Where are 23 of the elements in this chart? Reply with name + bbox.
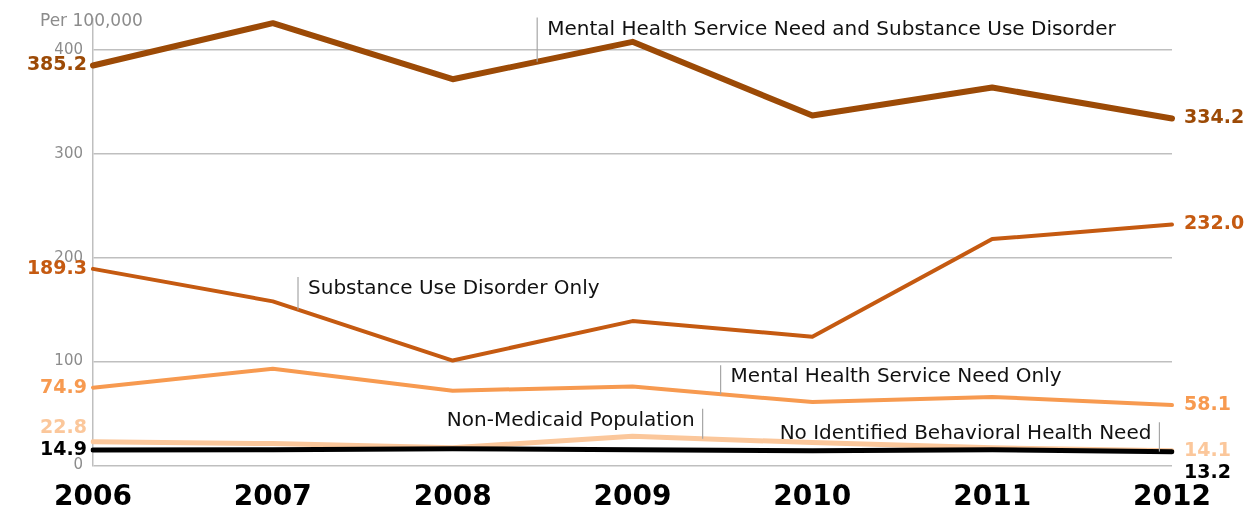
series-label: Mental Health Service Need and Substance Use Disorder [547,15,1117,40]
x-tick-label: 2010 [773,479,852,513]
x-tick-label: 2008 [413,479,492,513]
x-tick-label: 2012 [1133,479,1211,513]
data-label: 74.9 [40,374,87,397]
y-tick-label: 0 [73,455,83,474]
y-tick-label: 100 [54,351,83,370]
x-tick-label: 2007 [233,479,312,513]
data-label: 22.8 [40,414,87,437]
data-label: 334.2 [1184,105,1245,128]
data-label: 14.1 [1184,437,1231,460]
x-tick-label: 2011 [953,479,1032,513]
y-tick-label: 300 [54,143,83,162]
x-tick-label: 2006 [54,479,132,513]
series-label: No Identified Behavioral Health Need [779,420,1152,445]
data-label: 13.2 [1184,459,1231,482]
series-label: Substance Use Disorder Only [308,275,600,300]
data-label: 232.0 [1184,211,1245,234]
series-label: Mental Health Service Need Only [730,363,1062,388]
series-label: Non-Medicaid Population [446,406,695,431]
y-axis-title: Per 100,000 [40,10,143,31]
data-label: 58.1 [1184,392,1231,415]
x-tick-label: 2009 [593,479,672,513]
